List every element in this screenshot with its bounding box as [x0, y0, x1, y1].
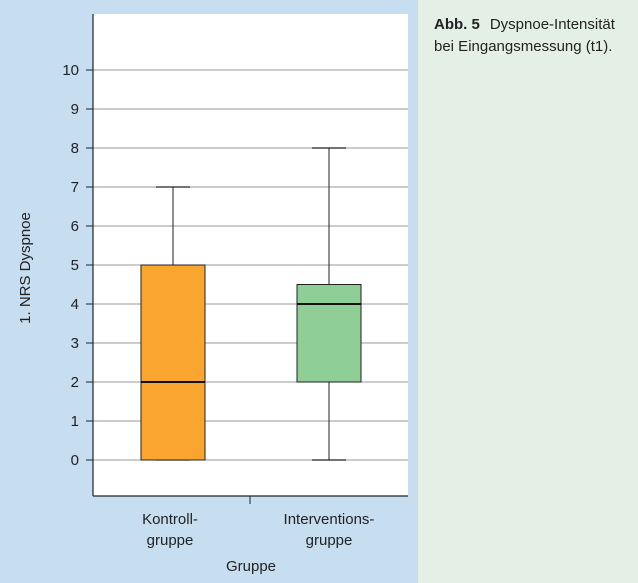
y-tick-label-2: 2	[71, 374, 79, 391]
x-category-label-2-line1: Interventions-	[284, 511, 375, 528]
y-tick-label-8: 8	[71, 140, 79, 157]
y-tick-label-10: 10	[62, 62, 79, 79]
box-layer	[140, 147, 362, 461]
y-tick-label-3: 3	[71, 335, 79, 352]
y-tick-label-1: 1	[71, 413, 79, 430]
caption-panel: Abb. 5 Dyspnoe-Intensität bei Eingangs­me…	[418, 0, 638, 583]
x-category-label-1-line1: Kontroll-	[142, 511, 198, 528]
y-tick-label-7: 7	[71, 179, 79, 196]
label-layer: 0 1 2 3 4 5 6 7 8 9 10 Kontroll-gruppe Interventions…	[62, 62, 374, 549]
y-axis-title: 1. NRS Dyspnoe	[17, 212, 34, 324]
figure-panel: 0 1 2 3 4 5 6 7 8 9 10 Kontroll-gruppe Interventions…	[0, 0, 418, 583]
y-tick-label-9: 9	[71, 101, 79, 118]
box-iqr	[140, 264, 206, 461]
x-category-label-2-line2: gruppe	[306, 532, 353, 549]
y-tick-label-4: 4	[71, 296, 79, 313]
figure-caption: Abb. 5 Dyspnoe-Intensität bei Eingangs­me…	[434, 14, 630, 58]
y-tick-label-5: 5	[71, 257, 79, 274]
y-tick-label-6: 6	[71, 218, 79, 235]
box-group-1	[140, 186, 206, 461]
x-category-label-1-line2: gruppe	[147, 532, 194, 549]
caption-label: Abb. 5	[434, 16, 480, 33]
box-iqr	[296, 284, 362, 383]
box-group-2	[296, 147, 362, 461]
plot-area	[93, 14, 408, 496]
y-tick-label-0: 0	[71, 452, 79, 469]
caption-text: Dyspnoe-Intensität bei Eingangs­messung …	[434, 16, 615, 55]
axis-layer	[86, 14, 408, 504]
x-axis-title: Gruppe	[226, 558, 276, 575]
boxplot-chart: 0 1 2 3 4 5 6 7 8 9 10 Kontroll-gruppe Interventions…	[17, 14, 408, 575]
